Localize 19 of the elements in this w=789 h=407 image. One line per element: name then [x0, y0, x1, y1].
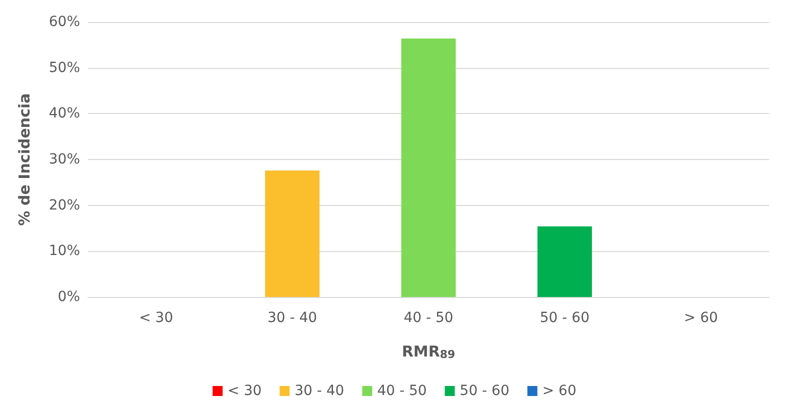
x-axis-title: RMR89 [402, 342, 456, 361]
x-tick-label: 40 - 50 [404, 310, 454, 326]
legend-label: 40 - 50 [377, 383, 427, 399]
x-tick-label: < 30 [139, 310, 174, 326]
y-tick-label: 0% [58, 289, 80, 305]
y-tick-label: 60% [48, 14, 80, 30]
legend-label: > 60 [542, 383, 576, 399]
legend-label: < 30 [228, 383, 262, 399]
y-tick-label: 40% [48, 106, 80, 122]
y-tick-label: 20% [48, 197, 80, 214]
y-tick-label: 10% [48, 243, 80, 260]
x-tick-label: 30 - 40 [268, 310, 318, 326]
x-tick-label: > 60 [684, 310, 718, 326]
y-tick-label: 50% [48, 60, 80, 76]
legend-label: 30 - 40 [294, 383, 344, 399]
y-axis-title: % de Incidencia [16, 93, 34, 226]
y-tick-label: 30% [48, 152, 80, 168]
legend-label: 50 - 60 [460, 383, 510, 399]
x-tick-label: 50 - 60 [540, 310, 590, 326]
